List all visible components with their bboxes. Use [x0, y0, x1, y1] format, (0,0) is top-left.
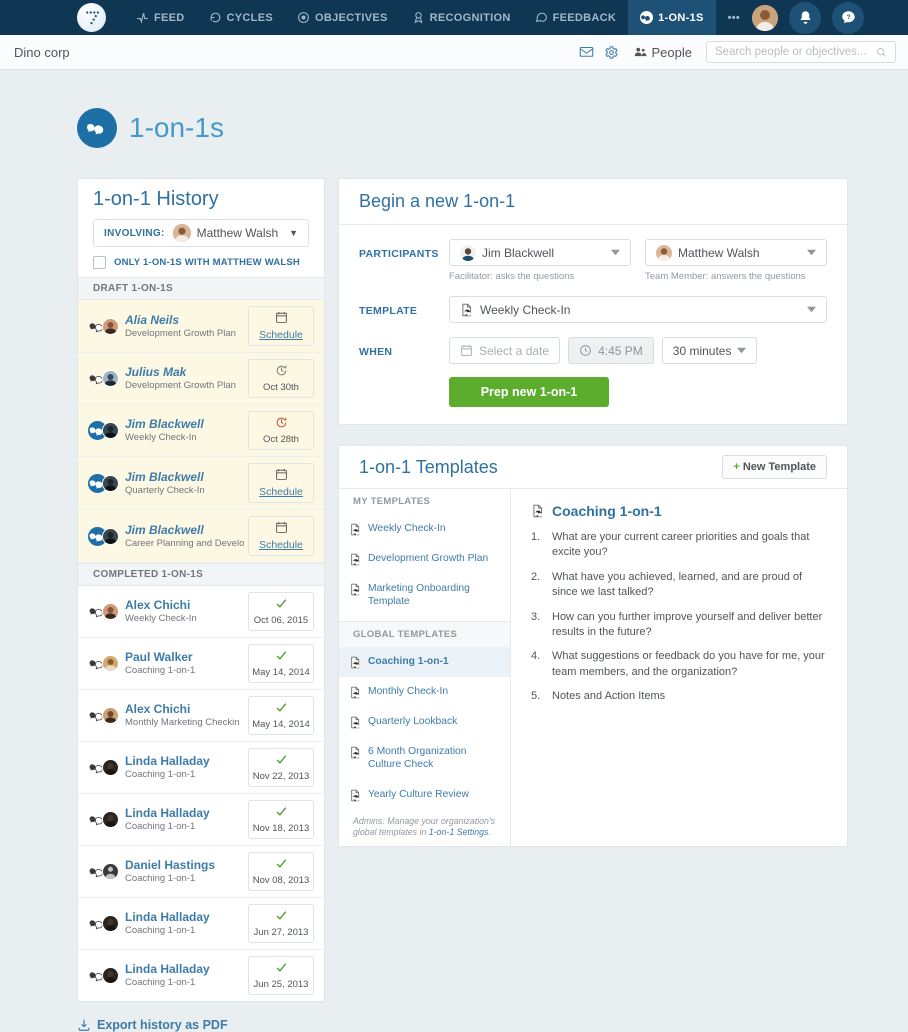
svg-text:?: ? [846, 14, 850, 21]
